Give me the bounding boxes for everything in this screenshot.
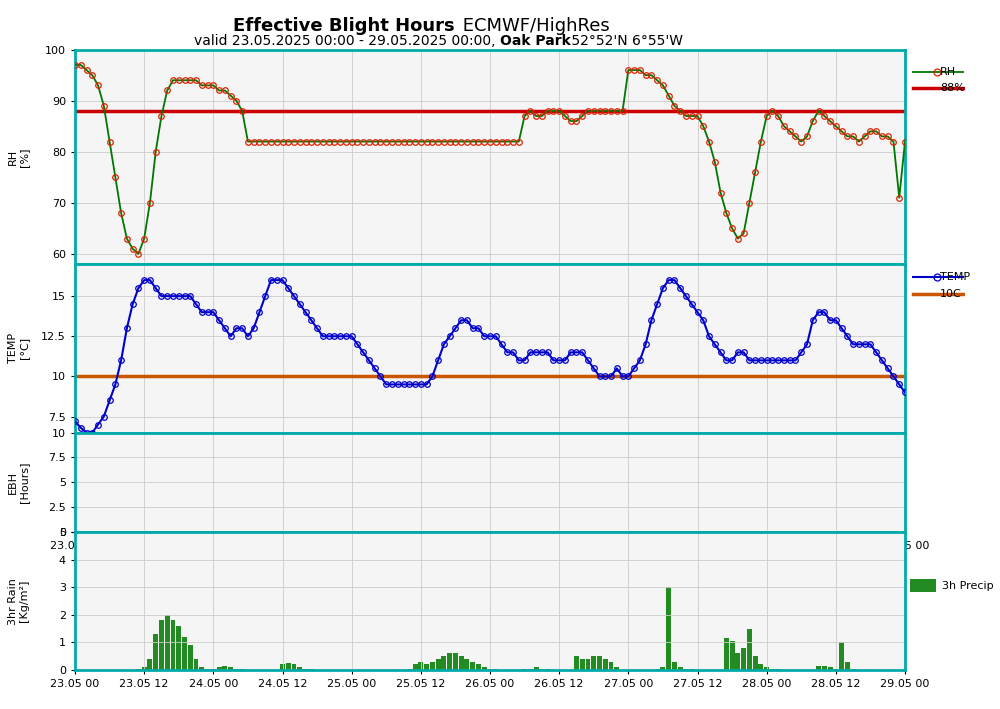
Bar <box>603 659 608 670</box>
Bar <box>574 657 579 670</box>
Bar <box>153 634 158 670</box>
Bar <box>297 667 302 670</box>
Bar <box>741 648 746 670</box>
Bar <box>136 669 141 670</box>
Bar <box>488 669 492 670</box>
Bar <box>165 615 170 670</box>
Bar <box>655 669 660 670</box>
FancyBboxPatch shape <box>910 579 936 592</box>
Bar <box>753 657 758 670</box>
Y-axis label: TEMP
[°C]: TEMP [°C] <box>8 333 29 364</box>
Bar <box>407 669 412 670</box>
Y-axis label: EBH
[Hours]: EBH [Hours] <box>8 462 29 503</box>
Text: 52°52'N 6°55'W: 52°52'N 6°55'W <box>567 34 683 48</box>
Bar <box>730 641 735 670</box>
Bar <box>292 664 296 670</box>
Bar <box>413 664 418 670</box>
Bar <box>222 666 227 670</box>
Bar <box>528 669 533 670</box>
Text: 3h Precip: 3h Precip <box>942 581 993 591</box>
Bar <box>833 669 838 670</box>
Text: 88%: 88% <box>940 83 965 93</box>
Bar <box>147 659 152 670</box>
Bar <box>666 587 671 670</box>
Bar <box>430 661 435 670</box>
Bar <box>418 661 423 670</box>
Bar <box>303 669 308 670</box>
Bar <box>459 657 464 670</box>
Bar <box>822 666 827 670</box>
Bar <box>539 669 544 670</box>
Text: ECMWF/HighRes: ECMWF/HighRes <box>457 17 610 35</box>
Bar <box>609 661 613 670</box>
Bar <box>586 659 590 670</box>
Bar <box>194 659 198 670</box>
Bar <box>580 659 585 670</box>
Bar <box>614 667 619 670</box>
Bar <box>176 626 181 670</box>
Y-axis label: RH
[%]: RH [%] <box>8 147 29 167</box>
Bar <box>280 664 285 670</box>
Bar <box>205 669 210 670</box>
Bar <box>217 667 222 670</box>
Bar <box>597 657 602 670</box>
Bar <box>660 667 665 670</box>
Y-axis label: 3hr Rain
[Kg/m²]: 3hr Rain [Kg/m²] <box>8 578 29 625</box>
Bar <box>447 654 452 670</box>
Bar <box>845 661 850 670</box>
Bar <box>591 657 596 670</box>
Bar <box>828 667 833 670</box>
Bar <box>436 659 441 670</box>
Text: TEMP: TEMP <box>940 272 970 282</box>
Text: 10C: 10C <box>940 289 962 298</box>
Bar <box>228 667 233 670</box>
Bar <box>672 661 677 670</box>
Bar <box>758 664 763 670</box>
Bar <box>470 661 475 670</box>
Bar <box>142 667 147 670</box>
Bar <box>188 645 193 670</box>
Text: RH: RH <box>940 67 956 77</box>
Bar <box>764 667 769 670</box>
Bar <box>182 637 187 670</box>
Bar <box>159 620 164 670</box>
Bar <box>770 669 775 670</box>
Bar <box>171 620 175 670</box>
Bar <box>678 667 683 670</box>
Bar <box>747 629 752 670</box>
Bar <box>453 654 458 670</box>
Bar <box>424 664 429 670</box>
Bar <box>724 638 729 670</box>
Bar <box>816 666 821 670</box>
Bar <box>839 642 844 670</box>
Bar <box>234 669 239 670</box>
Bar <box>199 667 204 670</box>
Text: valid 23.05.2025 00:00 - 29.05.2025 00:00,: valid 23.05.2025 00:00 - 29.05.2025 00:0… <box>194 34 500 48</box>
Text: Effective Blight Hours: Effective Blight Hours <box>233 17 455 35</box>
Bar <box>534 667 539 670</box>
Bar <box>286 663 291 670</box>
Bar <box>735 654 740 670</box>
Bar <box>482 667 487 670</box>
Bar <box>684 669 688 670</box>
Text: Oak Park: Oak Park <box>500 34 571 48</box>
Bar <box>476 664 481 670</box>
Bar <box>464 659 469 670</box>
Bar <box>441 657 446 670</box>
